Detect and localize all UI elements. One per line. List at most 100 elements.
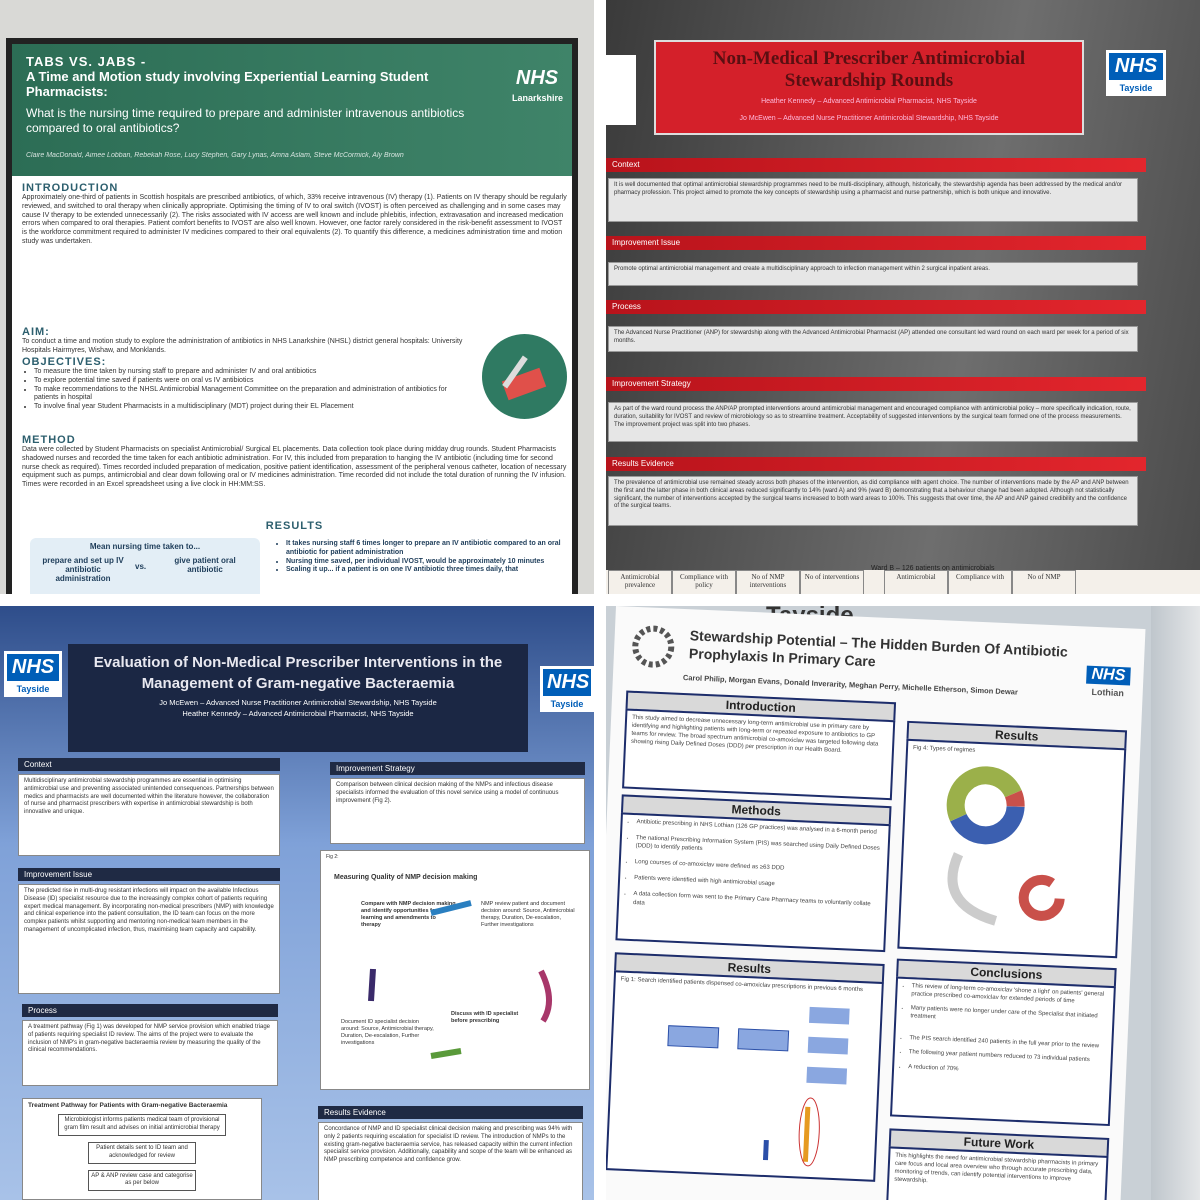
section-heading: Improvement Issue: [606, 236, 1146, 250]
section-heading: Process: [22, 1004, 278, 1017]
logo: NHS Tayside: [1106, 50, 1166, 96]
donut-segment: [1018, 874, 1065, 921]
pathway-figure: Treatment Pathway for Patients with Gram…: [22, 1098, 262, 1200]
table-caption: Ward B – 126 patients on antimicrobials: [871, 565, 995, 572]
logo-mark: NHS: [515, 67, 559, 89]
figure-caption: Fig 2:: [326, 854, 339, 860]
section-text: The prevalence of antimicrobial use rema…: [608, 476, 1138, 526]
list-item: Nursing time saved, per individual IVOST…: [286, 558, 564, 567]
arrow: [538, 969, 552, 1023]
poster: Stewardship Potential – The Hidden Burde…: [606, 606, 1146, 1200]
section-text: The Advanced Nurse Practitioner (ANP) fo…: [608, 326, 1138, 352]
quality-figure: Fig 2: Measuring Quality of NMP decision…: [320, 850, 590, 1090]
cycle-step: Document ID specialist decision around: …: [341, 1019, 434, 1047]
arrow: [430, 1048, 462, 1059]
title: TABS VS. JABS -: [26, 54, 147, 69]
box-text: prepare and set up IV antibiotic adminis…: [42, 556, 124, 583]
section-heading: Results Evidence: [318, 1106, 583, 1119]
flow-box: [806, 1066, 848, 1085]
logo-partial: [606, 55, 636, 125]
list-item: A data collection form was sent to the P…: [633, 891, 880, 918]
list-item: The following year patient numbers reduc…: [909, 1049, 1106, 1066]
title-box: Non-Medical Prescriber Antimicrobial Ste…: [654, 40, 1084, 135]
author: Heather Kennedy – Advanced Antimicrobial…: [761, 98, 977, 105]
section-heading: AIM:: [22, 326, 50, 338]
section-text: This highlights the need for antimicrobi…: [886, 1146, 1109, 1200]
cycle-step: NMP review patient and document decision…: [481, 901, 575, 929]
list-item: Patients were identified with high antim…: [634, 874, 881, 893]
logo-mark: NHS: [543, 669, 591, 696]
logo-mark: NHS: [1086, 665, 1131, 686]
section-text: This study aimed to decrease unnecessary…: [622, 708, 896, 801]
box-text: vs.: [135, 562, 147, 571]
list-item: To measure the time taken by nursing sta…: [34, 368, 472, 377]
donut-graphic: [946, 766, 1065, 926]
list-item: The national Prescribing Information Sys…: [635, 834, 882, 861]
flow-box: [737, 1028, 790, 1052]
table-header: No of NMP: [1012, 570, 1076, 594]
flow-step: Microbiologist informs patients medical …: [58, 1114, 226, 1137]
section-text: Promote optimal antimicrobial management…: [608, 262, 1138, 286]
author: Jo McEwen – Advanced Nurse Practitioner …: [739, 115, 999, 122]
list-item: A reduction of 70%: [908, 1063, 1105, 1080]
section-heading: Context: [606, 158, 1146, 172]
flow-box: [667, 1025, 720, 1049]
logo: NHS Tayside: [540, 666, 594, 712]
list-item: To explore potential time saved if patie…: [34, 377, 472, 386]
logo-board: Tayside: [16, 684, 50, 694]
flow-box: [808, 1006, 850, 1025]
figure-title: Measuring Quality of NMP decision making: [334, 873, 478, 881]
section-heading: Results Evidence: [606, 457, 1146, 471]
results-figure: Fig 1: Search identified patients dispen…: [606, 970, 884, 1182]
flow-step: Patient details sent to ID team and ackn…: [88, 1142, 196, 1164]
section: METHOD Data were collected by Student Ph…: [22, 434, 567, 490]
arrow: [430, 900, 472, 916]
section-text: Data were collected by Student Pharmacis…: [22, 446, 567, 488]
bar-decor: [762, 1140, 769, 1161]
section-heading: INTRODUCTION: [22, 182, 119, 194]
question: What is the nursing time required to pre…: [26, 106, 465, 135]
logo-mark: NHS: [1109, 53, 1163, 80]
section-heading: Process: [606, 300, 1146, 314]
section-heading: METHOD: [22, 434, 76, 446]
figure-graphic: [667, 1006, 850, 1167]
list-item: This review of long-term co-amoxiclav 's…: [911, 982, 1109, 1007]
flow-step: AP & ANP review case and categorise as p…: [88, 1169, 196, 1192]
flow-box: [807, 1036, 849, 1055]
arrow: [947, 852, 998, 926]
section-text: The predicted rise in multi-drug resista…: [18, 884, 280, 994]
title-box: Evaluation of Non-Medical Prescriber Int…: [68, 644, 528, 752]
donut-figure: Fig 4: Types of regimes: [897, 738, 1127, 959]
cycle-arrows: [368, 900, 552, 1059]
title: Non-Medical Prescriber Antimicrobial Ste…: [712, 48, 1026, 91]
photo-panel: Non-Medical Prescriber Antimicrobial Ste…: [606, 0, 1200, 594]
section-heading: Improvement Issue: [18, 868, 280, 881]
box-title: Mean nursing time taken to...: [89, 542, 201, 551]
list-item: The PIS search identified 240 patients i…: [909, 1035, 1106, 1052]
poster: TABS VS. JABS - A Time and Motion study …: [6, 38, 578, 594]
results-table: Antimicrobial prevalence Compliance with…: [606, 570, 1200, 594]
section-list: Antibiotic prescribing in NHS Lothian (1…: [615, 812, 891, 953]
section-text: It is well documented that optimal antim…: [608, 178, 1138, 222]
section: RESULTS: [22, 520, 567, 532]
section-text: As part of the ward round process the AN…: [608, 402, 1138, 442]
section-text: Comparison between clinical decision mak…: [330, 778, 585, 844]
section-text: Approximately one-third of patients in S…: [22, 194, 567, 245]
author: Jo McEwen – Advanced Nurse Practitioner …: [159, 698, 437, 707]
section-heading: Context: [18, 758, 280, 771]
logo-board: Lanarkshire: [512, 93, 564, 103]
results-box: Mean nursing time taken to... prepare an…: [30, 538, 260, 594]
list-item: Long courses of co-amoxiclav were define…: [635, 858, 882, 877]
table-header: Antimicrobial prevalence: [608, 570, 672, 594]
table-header: Compliance with: [948, 570, 1012, 594]
list-item: Scaling it up... if a patient is on one …: [286, 566, 564, 575]
title: Evaluation of Non-Medical Prescriber Int…: [93, 654, 503, 692]
room-background: [1151, 606, 1200, 1200]
bar-decor: [802, 1106, 811, 1162]
table-header: Antimicrobial: [884, 570, 948, 594]
results-list: It takes nursing staff 6 times longer to…: [274, 540, 564, 575]
section-heading: Improvement Strategy: [330, 762, 585, 775]
logo-mark: NHS: [7, 654, 59, 681]
list-item: It takes nursing staff 6 times longer to…: [286, 540, 564, 558]
